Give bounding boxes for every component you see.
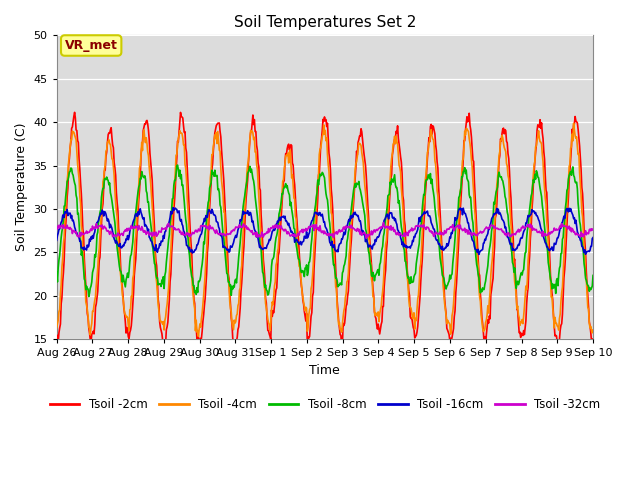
Text: VR_met: VR_met [65, 39, 118, 52]
Y-axis label: Soil Temperature (C): Soil Temperature (C) [15, 123, 28, 252]
Title: Soil Temperatures Set 2: Soil Temperatures Set 2 [234, 15, 416, 30]
Legend: Tsoil -2cm, Tsoil -4cm, Tsoil -8cm, Tsoil -16cm, Tsoil -32cm: Tsoil -2cm, Tsoil -4cm, Tsoil -8cm, Tsoi… [45, 394, 605, 416]
X-axis label: Time: Time [310, 364, 340, 377]
